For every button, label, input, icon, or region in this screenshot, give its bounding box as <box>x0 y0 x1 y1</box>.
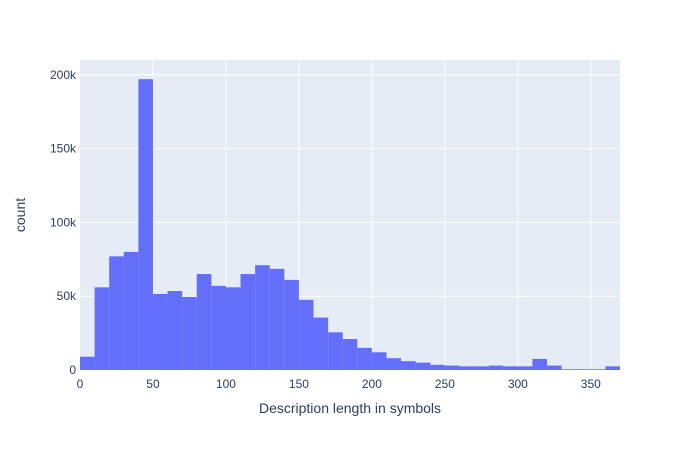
histogram-bar-150-160 <box>298 299 314 370</box>
histogram-bar-0-10 <box>80 356 95 370</box>
histogram-bar-80-90 <box>196 274 212 370</box>
histogram-bar-100-110 <box>225 287 241 370</box>
y-tick-label: 200k <box>50 68 77 82</box>
x-tick-label: 0 <box>77 377 84 391</box>
y-tick-label: 0 <box>69 363 76 377</box>
histogram-bar-70-80 <box>182 296 197 370</box>
histogram-bar-140-150 <box>284 279 299 370</box>
x-tick-label: 50 <box>146 377 160 391</box>
histogram-bar-90-100 <box>211 285 226 370</box>
histogram-bar-290-300 <box>503 366 518 370</box>
x-axis-title: Description length in symbols <box>259 400 441 416</box>
histogram-bar-350-360 <box>590 369 606 370</box>
histogram-bar-280-290 <box>488 365 504 370</box>
histogram-bar-220-230 <box>401 361 416 370</box>
histogram-bar-320-330 <box>547 365 562 370</box>
histogram-bar-200-210 <box>371 352 387 370</box>
histogram-bar-300-310 <box>517 366 533 370</box>
histogram-bar-10-20 <box>94 287 110 370</box>
histogram-bar-40-50 <box>138 79 153 370</box>
histogram-bar-60-70 <box>167 291 183 370</box>
histogram-bar-110-120 <box>240 274 256 370</box>
histogram-bar-50-60 <box>152 293 168 370</box>
histogram-bar-270-280 <box>474 366 489 370</box>
histogram-bar-340-350 <box>576 369 591 370</box>
histogram-bar-120-130 <box>255 265 270 370</box>
bars <box>80 79 620 370</box>
x-axis-ticks: 0 50 100 150 200 250 300 350 <box>77 377 601 391</box>
histogram-bar-20-30 <box>109 256 124 370</box>
x-tick-label: 300 <box>508 377 528 391</box>
histogram-bar-190-200 <box>357 347 372 370</box>
histogram-bar-330-340 <box>561 369 577 370</box>
histogram-bar-230-240 <box>415 362 431 370</box>
histogram-bar-170-180 <box>328 332 343 370</box>
y-tick-label: 50k <box>57 289 77 303</box>
histogram-bar-260-270 <box>459 366 475 370</box>
histogram-bar-30-40 <box>123 251 139 370</box>
histogram-bar-210-220 <box>386 358 402 370</box>
x-tick-label: 350 <box>581 377 601 391</box>
histogram-bar-130-140 <box>269 268 285 370</box>
y-tick-label: 150k <box>50 142 77 156</box>
y-axis-title: count <box>12 198 28 232</box>
x-tick-label: 100 <box>216 377 236 391</box>
y-axis-ticks: 0 50k 100k 150k 200k <box>50 68 77 377</box>
histogram-bar-360-370 <box>605 366 620 370</box>
x-tick-label: 150 <box>289 377 309 391</box>
histogram-bar-160-170 <box>313 317 329 370</box>
histogram-bar-250-260 <box>444 365 460 370</box>
x-tick-label: 200 <box>362 377 382 391</box>
y-tick-label: 100k <box>50 215 77 229</box>
histogram-bar-240-250 <box>430 364 445 370</box>
x-tick-label: 250 <box>435 377 455 391</box>
histogram-bar-180-190 <box>342 339 358 370</box>
histogram-bar-310-320 <box>532 358 548 370</box>
